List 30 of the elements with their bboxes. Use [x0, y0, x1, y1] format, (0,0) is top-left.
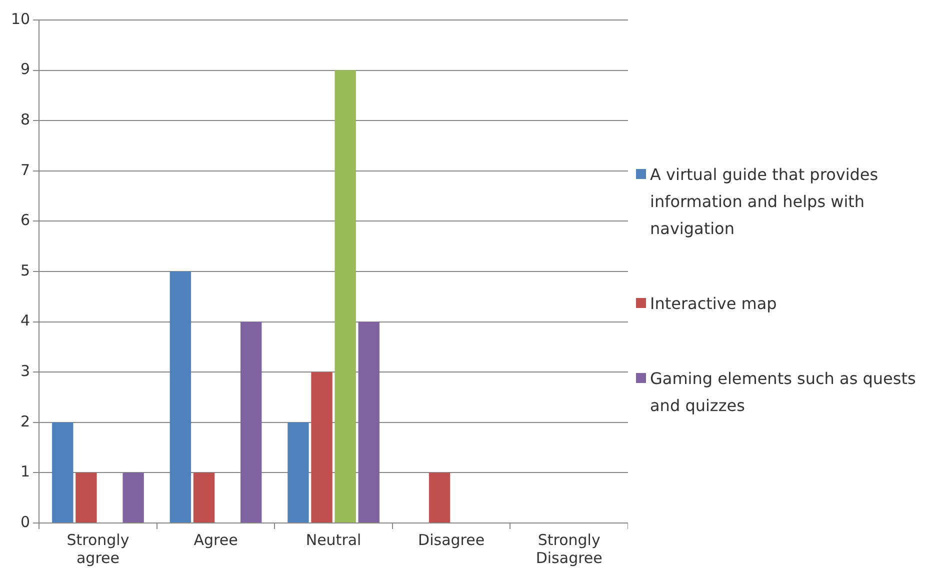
x-tick-label: Strongly agree — [66, 530, 130, 567]
y-tick-label: 5 — [20, 261, 30, 280]
y-tick-label: 2 — [20, 412, 30, 430]
y-tick-label: 7 — [20, 160, 30, 179]
bar — [288, 422, 309, 522]
y-tick-label: 3 — [20, 362, 30, 380]
bar — [52, 422, 74, 522]
legend-label: Gaming elements such as quests and quizzes — [650, 368, 917, 416]
bar — [428, 472, 450, 522]
y-tick-label: 10 — [10, 10, 30, 28]
x-tick-label: Neutral — [306, 530, 362, 549]
bar — [170, 272, 192, 522]
bar — [311, 372, 332, 522]
y-tick-label: 8 — [20, 110, 30, 128]
bar — [358, 322, 380, 522]
y-tick-label: 1 — [20, 462, 30, 481]
bar — [193, 472, 215, 522]
bar — [334, 70, 356, 522]
x-tick-label: Strongly Disagree — [536, 530, 602, 567]
y-tick-label: 9 — [20, 60, 30, 78]
y-tick-label: 4 — [20, 312, 30, 330]
y-tick-label: 6 — [20, 211, 30, 230]
bar — [122, 472, 144, 522]
bar — [240, 322, 262, 522]
y-tick-label: 0 — [20, 512, 30, 531]
legend-label: Interactive map — [650, 292, 777, 314]
x-tick-label: Agree — [194, 530, 238, 549]
legend-label: A virtual guide that provides information and helps with navigation — [650, 164, 880, 240]
x-tick-label: Disagree — [418, 530, 485, 549]
bar — [76, 472, 97, 522]
